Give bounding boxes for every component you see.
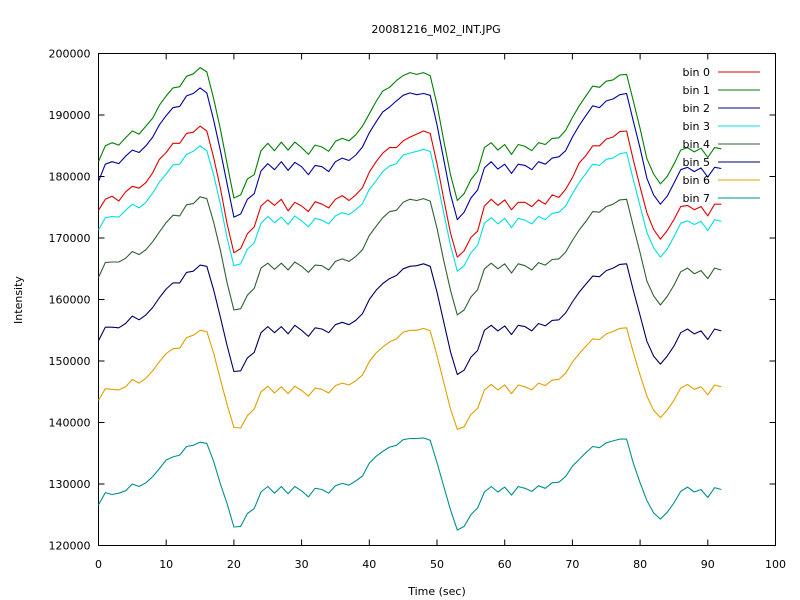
x-axis: 0 10 20 30 40 50 60 70 80 90 100 <box>95 53 786 571</box>
series-line-bin-7 <box>98 437 722 531</box>
series-line-bin-2 <box>97 87 722 221</box>
x-tick-label: 40 <box>362 558 376 571</box>
y-tick-label: 190000 <box>49 109 91 122</box>
chart-title: 20081216_M02_INT.JPG <box>371 23 500 36</box>
y-axis: 120000 130000 140000 150000 160000 170000 1800… <box>49 48 776 553</box>
legend-label-bin-3: bin 3 <box>682 120 710 133</box>
y-tick-label: 170000 <box>49 232 91 245</box>
x-axis-label: Time (sec) <box>407 585 466 598</box>
legend-label-bin-4: bin 4 <box>682 138 710 151</box>
series-line-bin-4 <box>98 196 722 316</box>
x-tick-label: 0 <box>95 558 102 571</box>
series-line-bin-3 <box>98 145 722 272</box>
legend-label-bin-7: bin 7 <box>682 192 710 205</box>
y-tick-label: 160000 <box>49 294 91 307</box>
y-tick-label: 140000 <box>49 417 91 430</box>
y-tick-label: 150000 <box>49 355 91 368</box>
legend-label-bin-2: bin 2 <box>682 102 710 115</box>
series-layer <box>97 67 722 531</box>
series-line-bin-1 <box>97 67 722 202</box>
y-tick-label: 120000 <box>49 540 91 553</box>
legend-label-bin-6: bin 6 <box>682 174 710 187</box>
x-tick-label: 80 <box>633 558 647 571</box>
x-tick-label: 70 <box>565 558 579 571</box>
x-tick-label: 100 <box>765 558 786 571</box>
series-line-bin-6 <box>98 327 722 430</box>
y-tick-label: 130000 <box>49 478 91 491</box>
series-line-bin-0 <box>98 125 722 258</box>
y-axis-label: Intensity <box>12 276 25 324</box>
x-tick-label: 60 <box>498 558 512 571</box>
y-tick-label: 200000 <box>49 48 91 61</box>
x-tick-label: 50 <box>430 558 444 571</box>
series-line-bin-5 <box>98 263 722 376</box>
y-tick-label: 180000 <box>49 171 91 184</box>
x-tick-label: 30 <box>295 558 309 571</box>
legend-label-bin-5: bin 5 <box>682 156 710 169</box>
x-tick-label: 20 <box>227 558 241 571</box>
legend-label-bin-0: bin 0 <box>682 66 710 79</box>
x-tick-label: 10 <box>159 558 173 571</box>
legend: bin 0 bin 1 bin 2 bin 3 bin 4 bin 5 bin 6 bin 7 <box>682 66 760 205</box>
x-tick-label: 90 <box>701 558 715 571</box>
legend-label-bin-1: bin 1 <box>682 84 710 97</box>
